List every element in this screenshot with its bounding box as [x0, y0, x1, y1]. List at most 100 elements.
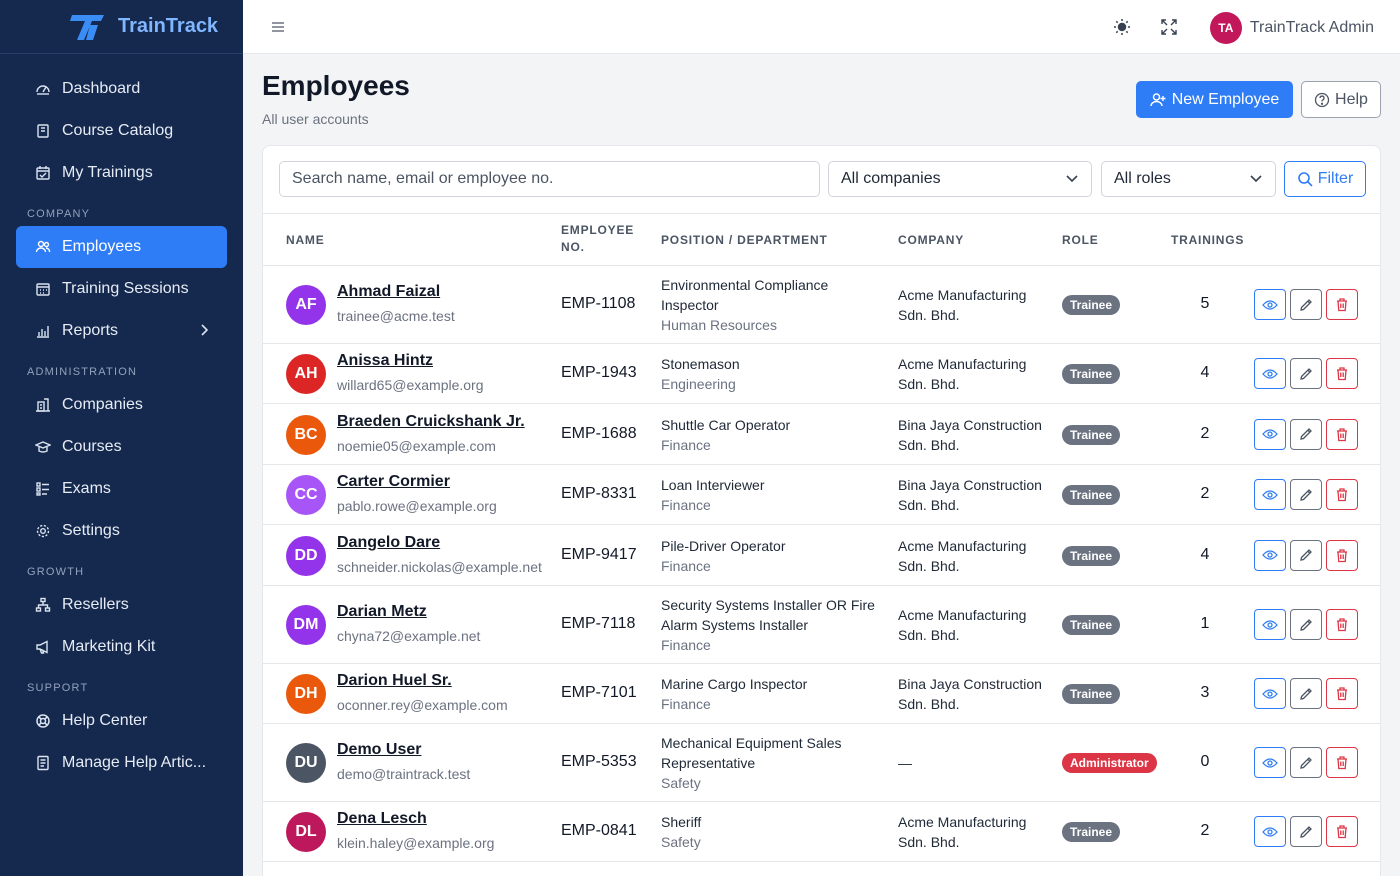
company-select[interactable]: All companies — [828, 161, 1092, 197]
trainings-count: 3 — [1200, 684, 1210, 701]
view-button[interactable] — [1254, 539, 1286, 571]
sidebar-item-marketing-kit[interactable]: Marketing Kit — [16, 626, 227, 668]
brand[interactable]: TrainTrack — [0, 0, 243, 54]
sidebar-item-exams[interactable]: Exams — [16, 468, 227, 510]
eye-icon — [1262, 299, 1278, 310]
delete-button[interactable] — [1326, 358, 1358, 389]
search-input[interactable] — [279, 161, 820, 197]
role-badge: Trainee — [1062, 545, 1121, 566]
edit-button[interactable] — [1290, 539, 1322, 571]
header-position[interactable]: POSITION / DEPARTMENT — [661, 233, 828, 247]
filter-button[interactable]: Filter — [1284, 161, 1366, 197]
user-menu[interactable]: TA TrainTrack Admin — [1209, 12, 1374, 44]
employee-number: EMP-0841 — [561, 822, 637, 839]
employee-email: chyna72@example.net — [337, 628, 481, 644]
delete-button[interactable] — [1326, 418, 1358, 450]
delete-button[interactable] — [1326, 539, 1358, 571]
sidebar-item-courses[interactable]: Courses — [16, 426, 227, 468]
employee-name-link[interactable]: Ahmad Faizal — [337, 283, 441, 300]
trash-icon — [1337, 756, 1347, 770]
edit-button[interactable] — [1290, 479, 1322, 510]
edit-button[interactable] — [1290, 358, 1322, 389]
sidebar-item-resellers[interactable]: Resellers — [16, 584, 227, 626]
employee-number: EMP-1108 — [561, 295, 636, 312]
new-employee-button[interactable]: New Employee — [1136, 81, 1293, 118]
edit-button[interactable] — [1290, 609, 1322, 640]
mortarboard-icon — [34, 438, 52, 456]
sidebar-item-training-sessions[interactable]: Training Sessions — [16, 268, 227, 310]
sidebar-item-employees[interactable]: Employees — [16, 226, 227, 268]
help-label: Help — [1335, 90, 1368, 108]
help-button[interactable]: Help — [1301, 81, 1381, 118]
user-name: TrainTrack Admin — [1249, 19, 1374, 36]
delete-button[interactable] — [1326, 816, 1358, 847]
sidebar-item-dashboard[interactable]: Dashboard — [16, 68, 227, 110]
view-button[interactable] — [1254, 816, 1286, 847]
header-company[interactable]: COMPANY — [898, 233, 965, 247]
role-select[interactable]: All roles — [1101, 161, 1276, 197]
employee-name-link[interactable]: Anissa Hintz — [337, 352, 434, 369]
view-button[interactable] — [1254, 609, 1286, 640]
brand-name: TrainTrack — [118, 15, 219, 37]
sidebar-item-reports[interactable]: Reports — [16, 310, 227, 352]
pencil-icon — [1300, 367, 1312, 380]
role-badge: Trainee — [1062, 485, 1121, 505]
delete-button[interactable] — [1326, 678, 1358, 709]
pencil-icon — [1300, 825, 1312, 838]
company-name: Bina Jaya Construction Sdn. Bhd. — [898, 415, 1058, 455]
sidebar-item-help-center[interactable]: Help Center — [16, 700, 227, 742]
company-line-2: Sdn. Bhd. — [898, 376, 960, 392]
sun-icon[interactable] — [1112, 17, 1132, 37]
fullscreen-icon[interactable] — [1159, 17, 1179, 37]
view-button[interactable] — [1254, 358, 1286, 389]
sidebar-item-label: Courses — [62, 438, 122, 455]
employee-name-link[interactable]: Braeden Cruickshank Jr. — [337, 412, 525, 430]
header-name[interactable]: NAME — [286, 233, 325, 247]
edit-button[interactable] — [1290, 816, 1322, 847]
trash-icon — [1337, 427, 1347, 441]
employee-name-link[interactable]: Darion Huel Sr. — [337, 672, 452, 689]
view-button[interactable] — [1254, 479, 1286, 510]
sidebar-item-my-trainings[interactable]: My Trainings — [16, 152, 227, 194]
edit-button[interactable] — [1290, 418, 1322, 450]
position-department: Security Systems Installer OR Fire Alarm … — [661, 595, 891, 655]
view-button[interactable] — [1254, 418, 1286, 450]
header-employee-no[interactable]: EMPLOYEE NO. — [561, 222, 634, 256]
edit-button[interactable] — [1290, 289, 1322, 320]
role-badge: Trainee — [1062, 822, 1121, 842]
header-role[interactable]: ROLE — [1062, 233, 1099, 247]
employee-name-link[interactable]: Demo User — [337, 741, 422, 758]
eye-icon — [1262, 368, 1278, 379]
hamburger-menu-icon[interactable] — [269, 18, 287, 36]
sidebar-item-manage-help-articles[interactable]: Manage Help Artic... — [16, 742, 227, 784]
view-button[interactable] — [1254, 678, 1286, 709]
table-header: NAME EMPLOYEE NO. POSITION / DEPARTMENT … — [263, 214, 1380, 266]
delete-button[interactable] — [1326, 747, 1358, 778]
sidebar-item-label: Settings — [62, 522, 120, 539]
employee-name-link[interactable]: Carter Cormier — [337, 473, 450, 490]
view-button[interactable] — [1254, 747, 1286, 778]
sidebar-item-settings[interactable]: Settings — [16, 510, 227, 552]
avatar: DM — [286, 605, 326, 645]
delete-button[interactable] — [1326, 289, 1358, 320]
edit-button[interactable] — [1290, 747, 1322, 778]
edit-button[interactable] — [1290, 678, 1322, 709]
employee-name-link[interactable]: Dena Lesch — [337, 810, 427, 827]
delete-button[interactable] — [1326, 609, 1358, 640]
employee-name-link[interactable]: Dangelo Dare — [337, 533, 441, 551]
view-button[interactable] — [1254, 289, 1286, 320]
table-row: DU Demo User demo@traintrack.test EMP-5353 M… — [263, 724, 1380, 802]
sidebar-item-course-catalog[interactable]: Course Catalog — [16, 110, 227, 152]
header-trainings[interactable]: TRAININGS — [1171, 233, 1245, 247]
company-name: Acme Manufacturing Sdn. Bhd. — [898, 354, 1058, 394]
employee-name-link[interactable]: Darian Metz — [337, 603, 427, 620]
trash-icon — [1337, 548, 1347, 562]
page-subtitle: All user accounts — [262, 111, 369, 127]
company-line-1: — — [898, 755, 912, 771]
header-employee-no-line1: EMPLOYEE — [561, 223, 635, 237]
sidebar-item-label: Course Catalog — [62, 122, 174, 139]
sidebar-item-companies[interactable]: Companies — [16, 384, 227, 426]
delete-button[interactable] — [1326, 479, 1358, 510]
eye-icon — [1262, 489, 1278, 500]
chevron-right-icon — [199, 323, 209, 342]
